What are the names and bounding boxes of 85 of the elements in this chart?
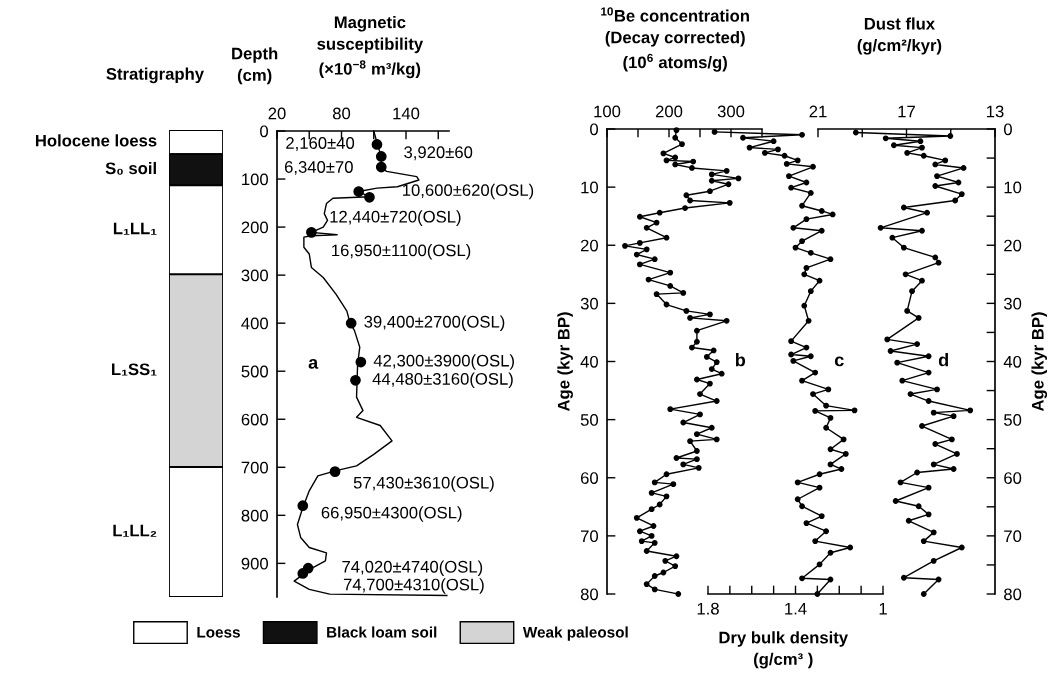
legend-label: Black loam soil — [327, 626, 437, 638]
point — [297, 568, 309, 579]
y-tick-label: 200 — [241, 221, 269, 234]
x-tick-label: 20 — [268, 107, 286, 120]
x-axis-title: Magnetic susceptibility (×10$^{−8}$ m³/kg) — [317, 15, 424, 79]
y-tick-label: 0 — [260, 125, 269, 138]
y-tick-label: 50 — [580, 414, 599, 426]
text: Holocene loess — [35, 134, 157, 147]
annotation: 6,340±70 — [284, 161, 353, 175]
y-tick-label: 30 — [1003, 297, 1022, 310]
point — [297, 500, 309, 512]
x-tick-label: 300 — [717, 105, 745, 118]
annotation: 16,950±1100(OSL) — [332, 244, 471, 260]
y-tick-label: 10 — [1004, 181, 1022, 194]
x-tick-label: 1 — [879, 602, 887, 615]
annotation: 57,430±3610(OSL) — [353, 476, 494, 492]
point — [350, 374, 361, 386]
x-tick-label: 1.4 — [785, 602, 807, 615]
y-tick-label: 60 — [1004, 472, 1022, 484]
point — [329, 466, 341, 477]
x-axis-title: Dry bulk density (g/cm³ ) — [719, 631, 848, 669]
x-tick-label: 200 — [655, 105, 683, 118]
y-tick-label: 900 — [241, 557, 269, 570]
chart-title: Stratigraphy — [106, 67, 204, 84]
y-tick-label: 80 — [1004, 588, 1022, 601]
text: L₁LL₂ — [113, 524, 157, 537]
y-tick-label: 100 — [242, 173, 269, 186]
y-tick-label: 300 — [241, 269, 269, 282]
annotation: 3,920±60 — [404, 146, 473, 161]
text: S₀ soil — [105, 161, 156, 175]
x-tick-label: 140 — [393, 107, 420, 120]
annotation: 39,400±2700(OSL) — [364, 315, 505, 331]
point — [375, 161, 387, 173]
y-tick-label: 500 — [241, 365, 269, 378]
y-tick-label: 30 — [580, 297, 599, 310]
text: L₁LL₁ — [113, 222, 157, 235]
annotation: 12,440±720(OSL) — [330, 210, 461, 226]
annotation: 74,700±4310(OSL) — [343, 578, 484, 594]
annotation: b — [735, 353, 746, 367]
text: L₁SS₁ — [112, 363, 157, 376]
y-tick-label: 0 — [1003, 123, 1012, 136]
annotation: 42,300±3900(OSL) — [373, 354, 514, 370]
y-tick-label: 50 — [1004, 414, 1022, 426]
y-tick-label: 600 — [241, 413, 269, 426]
y-tick-label: 20 — [1004, 239, 1022, 252]
x-axis-title: $^{10}$Be concentration (Decay corrected) (10$^{6}$ atoms/g) — [601, 7, 749, 72]
point — [375, 151, 387, 162]
y-tick-label: 10 — [581, 181, 599, 194]
point — [306, 227, 317, 238]
annotation: 66,950±4300(OSL) — [321, 506, 462, 522]
y-tick-label: 70 — [1004, 530, 1022, 543]
y-tick-label: 70 — [580, 530, 599, 543]
y-tick-label: 60 — [580, 472, 599, 484]
y-tick-label: 700 — [241, 461, 269, 474]
y-axis-title: Age (kyr BP) — [557, 312, 573, 412]
x-axis-title: Dust flux (g/cm²/kyr) — [857, 17, 942, 55]
x-tick-label: 80 — [332, 107, 351, 120]
point — [345, 317, 357, 329]
y-axis-title: Age (kyr BP) — [1031, 312, 1048, 412]
point — [364, 191, 375, 203]
y-tick-label: 40 — [1003, 355, 1022, 368]
y-tick-label: 40 — [580, 355, 599, 368]
y-tick-label: 20 — [580, 239, 599, 252]
annotation: 2,160±40 — [286, 137, 355, 151]
legend-label: Loess — [197, 626, 240, 638]
point — [353, 186, 365, 197]
point — [355, 356, 367, 368]
y-tick-label: 400 — [241, 317, 269, 330]
annotation: 10,600±620(OSL) — [403, 183, 534, 200]
y-tick-label: 0 — [590, 123, 599, 136]
annotation: a — [308, 358, 319, 369]
legend-label: Weak paleosol — [522, 626, 628, 641]
x-tick-label: 1.8 — [697, 602, 719, 615]
point — [371, 139, 383, 150]
annotation: 44,480±3160(OSL) — [372, 372, 513, 389]
annotation: 74,020±4740(OSL) — [342, 560, 483, 576]
x-tick-label: 13 — [987, 105, 1004, 118]
annotation: d — [938, 353, 948, 367]
x-tick-label: 100 — [594, 105, 621, 118]
annotation: c — [834, 356, 844, 367]
y-tick-label: 800 — [241, 509, 269, 522]
x-tick-label: 17 — [898, 105, 915, 118]
x-tick-label: 21 — [809, 105, 827, 118]
y-axis-title: Depth (cm) — [232, 47, 278, 85]
y-tick-label: 80 — [580, 588, 599, 601]
